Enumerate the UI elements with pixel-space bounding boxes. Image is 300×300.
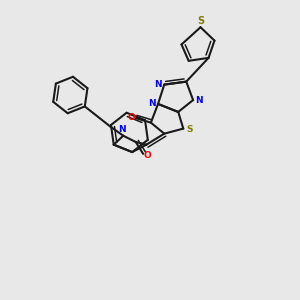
Text: S: S (197, 16, 204, 26)
Text: O: O (128, 113, 135, 122)
Text: N: N (195, 96, 203, 105)
Text: N: N (154, 80, 161, 88)
Text: S: S (187, 125, 193, 134)
Text: N: N (118, 125, 126, 134)
Text: N: N (148, 99, 156, 108)
Text: O: O (143, 151, 151, 160)
